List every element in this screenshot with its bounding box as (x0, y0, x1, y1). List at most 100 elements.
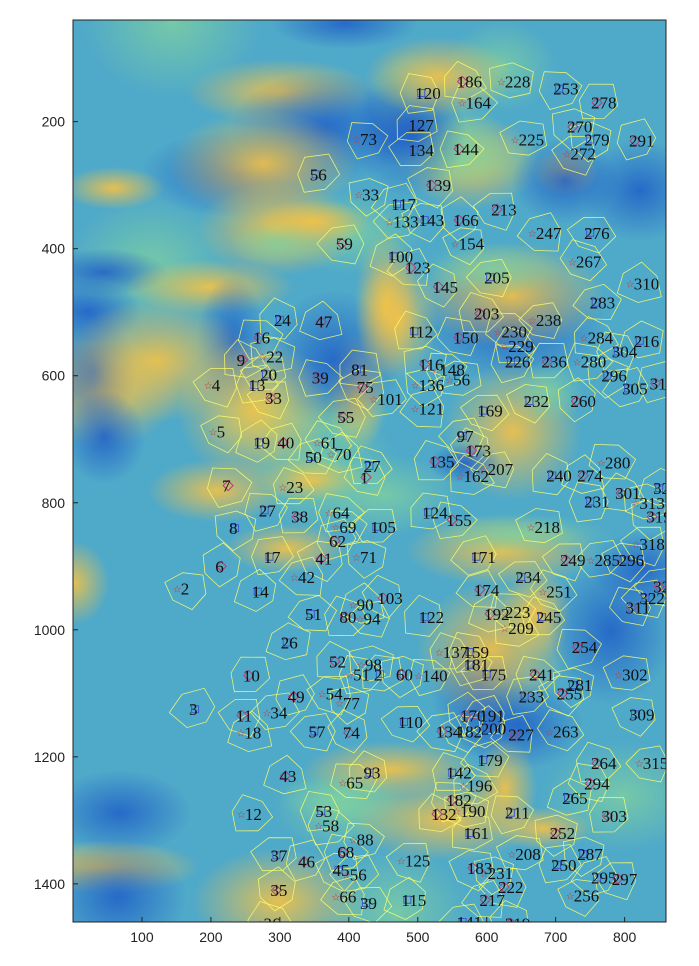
square-marker (306, 453, 315, 462)
grain-boundary (317, 431, 363, 474)
grain-label: 159 (463, 643, 489, 662)
grain-label: 11 (236, 707, 252, 726)
grain-boundary (251, 536, 294, 576)
square-marker (603, 371, 612, 380)
grain-boundary (346, 540, 387, 579)
grain-boundary (470, 451, 515, 489)
grain-boundary (265, 622, 311, 661)
square-marker (525, 397, 534, 406)
grain-boundary (396, 105, 438, 142)
grain-label: 22 (266, 348, 283, 367)
grain-boundary (246, 381, 290, 420)
grain-boundary (551, 108, 596, 151)
grain-boundary (231, 794, 274, 832)
grain-boundary (440, 196, 479, 242)
grain-label: 304 (612, 343, 638, 362)
square-marker (253, 587, 262, 596)
grain-label: 134 (408, 141, 434, 160)
grain-boundary (299, 790, 340, 832)
grain-label: 186 (457, 73, 483, 92)
square-marker (465, 660, 474, 669)
grain-boundary (405, 368, 445, 408)
grain-label: 145 (432, 278, 458, 297)
grain-boundary (275, 674, 315, 717)
grain-boundary (287, 438, 338, 475)
grain-label: 10 (243, 667, 260, 686)
grain-label: 115 (401, 891, 426, 910)
grain-boundary (474, 856, 514, 896)
grain-label: 23 (286, 478, 303, 497)
star-marker: ☆ (507, 850, 516, 861)
diamond-marker (337, 846, 350, 858)
diamond-marker (453, 214, 465, 226)
square-marker (655, 484, 664, 493)
square-marker (620, 555, 629, 564)
grain-boundary (449, 647, 493, 687)
grain-label: 253 (553, 80, 579, 99)
grain-boundary (448, 850, 495, 892)
grain-label: 231 (584, 492, 610, 511)
grain-markers: ☆ ☆ ☆ ☆ ☆ ☆ ☆ ☆ ☆ ☆ ☆ ☆ ☆ ☆ ☆ ☆ ☆ ☆ ☆ ☆ ☆ ☆ ☆ ☆ ☆ ☆ ☆ ☆ ☆ ☆ ☆ ☆ ☆ ☆ ☆ ☆ ☆ ☆ ☆ ☆… (173, 75, 665, 922)
star-marker: ☆ (335, 699, 344, 710)
grain-boundary (538, 71, 583, 110)
diamond-marker (215, 560, 227, 572)
star-marker: ☆ (497, 608, 506, 619)
grain-boundary (505, 384, 550, 424)
square-marker (568, 681, 577, 690)
diamond-marker (405, 262, 417, 274)
square-marker (586, 135, 595, 144)
grain-label: 234 (515, 568, 541, 587)
grain-label: 318 (639, 535, 665, 554)
grain-label: 313 (639, 494, 665, 513)
grain-boundary (329, 686, 370, 725)
grain-label: 60 (396, 665, 413, 684)
grain-boundary (450, 535, 497, 576)
square-marker (613, 347, 622, 356)
x-tick-label: 200 (199, 929, 223, 945)
diamond-marker (646, 511, 658, 523)
grain-boundary (561, 454, 605, 494)
grain-label: 182 (457, 722, 483, 741)
grain-boundary (343, 456, 386, 496)
grain-label: 166 (453, 211, 479, 230)
grain-boundary (327, 709, 368, 754)
grain-boundary (616, 118, 657, 161)
grain-boundary (499, 120, 548, 156)
grain-label: 142 (446, 764, 472, 783)
grain-boundary (631, 498, 666, 541)
grain-label: 62 (329, 532, 346, 551)
grain-label: 117 (391, 195, 416, 214)
star-marker: ☆ (331, 893, 340, 904)
grain-label: 207 (488, 460, 514, 479)
star-marker: ☆ (527, 523, 536, 534)
grain-boundary (541, 543, 585, 582)
grain-boundary (536, 709, 585, 752)
grain-label: 40 (277, 433, 294, 452)
square-marker (282, 638, 291, 647)
diamond-marker (425, 179, 438, 191)
grain-boundary (164, 572, 207, 611)
grain-boundary (637, 467, 666, 506)
grain-boundary (257, 866, 296, 912)
grain-boundary (439, 130, 485, 169)
diamond-marker (360, 471, 372, 484)
grain-boundary (343, 822, 385, 860)
square-marker (424, 508, 433, 517)
grain-label: 302 (622, 665, 648, 684)
grain-boundary (413, 440, 460, 481)
grain-label: 322 (639, 589, 665, 608)
grain-label: 123 (405, 259, 431, 278)
grain-boundary (239, 356, 287, 391)
square-marker (517, 573, 526, 582)
grain-boundary (601, 542, 646, 583)
star-marker: ☆ (626, 280, 635, 291)
grain-boundary (369, 233, 413, 277)
diamond-marker (556, 687, 569, 700)
grain-boundary (459, 741, 510, 778)
grain-label: 58 (322, 816, 339, 835)
star-marker: ☆ (236, 729, 245, 740)
grain-label: 227 (508, 726, 534, 745)
grain-label: 81 (351, 360, 368, 379)
grain-label: 56 (350, 865, 367, 884)
square-marker (586, 497, 595, 506)
